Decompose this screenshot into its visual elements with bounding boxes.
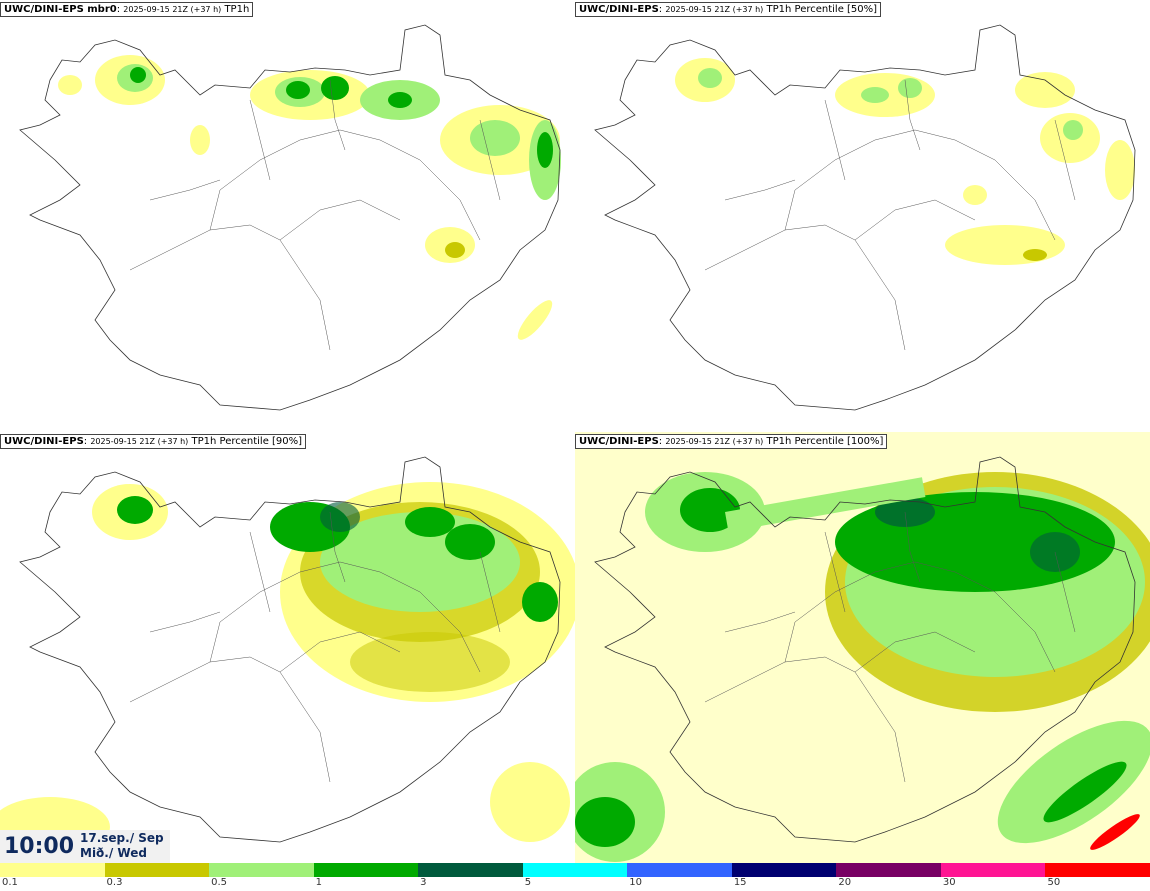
valid-time-box: 10:00 17.sep./ Sep Mið./ Wed <box>0 830 170 863</box>
panel-title: UWC/DINI-EPS: 2025-09-15 21Z (+37 h) TP1… <box>575 2 882 17</box>
precip-map <box>575 432 1150 864</box>
map-panel-p100: UWC/DINI-EPS: 2025-09-15 21Z (+37 h) TP1… <box>575 432 1150 864</box>
map-panel-p50: UWC/DINI-EPS: 2025-09-15 21Z (+37 h) TP1… <box>575 0 1150 432</box>
precip-shading <box>58 55 561 340</box>
valid-weekday: Mið./ Wed <box>80 846 147 860</box>
legend-label: 30 <box>942 877 956 888</box>
legend-label: 0.3 <box>106 877 123 888</box>
legend-swatch <box>209 863 315 877</box>
legend-label: 20 <box>838 877 852 888</box>
legend-swatch <box>104 863 211 877</box>
legend-label: 10 <box>629 877 642 888</box>
map-panel-p90: UWC/DINI-EPS: 2025-09-15 21Z (+37 h) TP1… <box>0 432 575 864</box>
map-panel-mbr0: UWC/DINI-EPS mbr0: 2025-09-15 21Z (+37 h… <box>0 0 575 432</box>
legend-swatch <box>940 863 1047 877</box>
legend-label: 15 <box>733 877 747 888</box>
legend-swatch <box>836 863 942 877</box>
panel-title: UWC/DINI-EPS mbr0: 2025-09-15 21Z (+37 h… <box>0 2 254 17</box>
legend-swatch <box>0 863 106 877</box>
legend-label: 0.5 <box>211 877 227 888</box>
valid-date: 17.sep./ Sep <box>80 831 164 845</box>
legend-swatch <box>627 863 733 877</box>
panel-title: UWC/DINI-EPS: 2025-09-15 21Z (+37 h) TP1… <box>0 434 307 449</box>
legend-label: 3 <box>420 877 427 888</box>
panel-title: UWC/DINI-EPS: 2025-09-15 21Z (+37 h) TP1… <box>575 434 888 449</box>
legend-label: 0.1 <box>2 877 18 888</box>
legend-label: 5 <box>524 877 532 888</box>
legend-swatch <box>313 863 420 877</box>
legend-label: 50 <box>1047 877 1061 888</box>
legend-swatch <box>522 863 629 877</box>
color-scale-legend: 0.1 0.3 0.5 1 3 5 10 15 20 30 50 <box>0 863 1150 891</box>
precip-shading <box>0 482 575 857</box>
legend-swatch <box>1045 863 1150 877</box>
precip-shading <box>575 432 1150 864</box>
precip-map <box>19 24 561 411</box>
legend-swatch <box>418 863 524 877</box>
legend-swatch <box>731 863 838 877</box>
legend-label: 1 <box>315 877 322 888</box>
valid-time: 10:00 <box>4 834 75 859</box>
precip-map <box>594 24 1136 411</box>
precip-map <box>0 456 575 857</box>
precip-shading <box>675 58 1135 265</box>
